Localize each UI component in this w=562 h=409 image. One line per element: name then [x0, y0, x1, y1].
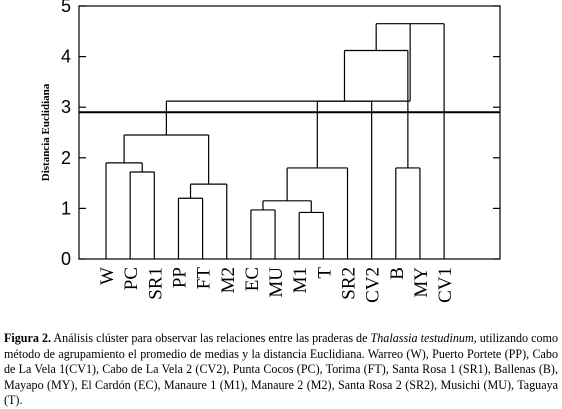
leaf-label: SR1 — [145, 267, 166, 300]
plot-frame — [78, 5, 501, 260]
y-tick-label: 1 — [61, 198, 71, 218]
leaf-label: CV1 — [435, 267, 456, 303]
y-axis-title: Distancia Euclidiana — [40, 83, 52, 181]
leaf-label: B — [387, 267, 408, 280]
leaf-label: CV2 — [363, 267, 384, 303]
y-tick-label: 4 — [61, 47, 71, 67]
leaf-label: M2 — [218, 267, 239, 293]
y-tick-label: 3 — [61, 97, 71, 117]
dendrogram-figure: 0 1 2 3 4 5 Distancia Euclidiana W PC SR1 PP FT M2 EC… — [40, 0, 501, 303]
leaf-label: W — [97, 267, 118, 285]
leaf-label: PP — [169, 267, 190, 288]
leaf-label: FT — [194, 267, 215, 290]
y-tick-label: 0 — [61, 249, 71, 269]
leaf-label: T — [314, 267, 335, 279]
leaf-label: MY — [411, 267, 432, 298]
caption-species: Thalassia testudinum, — [370, 331, 477, 346]
leaf-label: EC — [242, 267, 263, 291]
dendrogram-chart: 0 1 2 3 4 5 Distancia Euclidiana W PC SR1 PP FT M2 EC… — [40, 0, 501, 303]
caption-text-1: Análisis clúster para observar las relac… — [51, 331, 371, 346]
y-tick-label: 5 — [61, 0, 71, 16]
leaf-label: SR2 — [339, 267, 360, 300]
caption-label: Figura 2. — [4, 331, 52, 346]
y-tick-label: 2 — [61, 148, 71, 168]
caption-text-2: utilizando como método de agrupamiento e… — [4, 331, 559, 408]
leaf-label: MU — [266, 267, 287, 298]
leaf-label: M1 — [290, 267, 311, 293]
leaf-label: PC — [121, 267, 142, 290]
figure-caption: Figura 2. Análisis clúster para observar… — [4, 331, 558, 409]
